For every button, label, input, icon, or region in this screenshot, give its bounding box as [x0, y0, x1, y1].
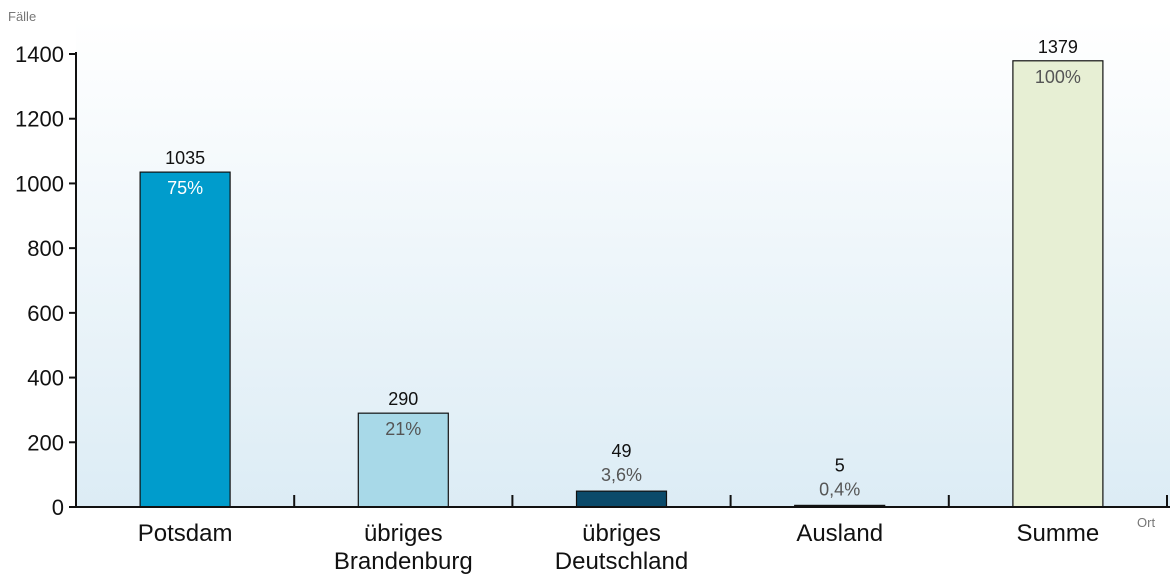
x-category-label: Brandenburg — [334, 548, 473, 574]
bar-value-label: 1035 — [165, 148, 205, 168]
x-category-label: Ausland — [796, 520, 883, 547]
y-tick-label: 800 — [27, 236, 64, 261]
bar-value-label: 290 — [388, 389, 418, 409]
bar — [575, 490, 668, 508]
y-tick-label: 1000 — [15, 171, 64, 196]
y-tick-label: 600 — [27, 301, 64, 326]
bar-percent-label: 21% — [385, 419, 421, 439]
x-category-label: Potsdam — [138, 520, 233, 547]
y-tick-label: 0 — [52, 495, 64, 520]
x-category-label: übriges — [582, 520, 661, 547]
bar — [1012, 60, 1104, 508]
bar-value-label: 5 — [835, 455, 845, 475]
bar — [139, 171, 231, 508]
y-axis: 0 200 400 600 800 1000 1200 1400 — [15, 42, 77, 520]
bar-value-label: 49 — [611, 441, 631, 461]
bars — [139, 60, 1104, 508]
x-axis-title: Ort — [1137, 515, 1155, 530]
bar-value-label: 1379 — [1038, 37, 1078, 57]
y-tick-label: 200 — [27, 430, 64, 455]
bar-labels: 1035 75% 290 21% 49 3,6% 5 0,4% 1379 100% — [165, 37, 1081, 500]
bar-percent-label: 3,6% — [601, 465, 642, 485]
y-tick-label: 400 — [27, 366, 64, 391]
bar-percent-label: 0,4% — [819, 479, 860, 499]
bar-percent-label: 75% — [167, 178, 203, 198]
bar-percent-label: 100% — [1035, 67, 1081, 87]
y-axis-title: Fälle — [8, 9, 36, 24]
y-tick-label: 1400 — [15, 42, 64, 67]
x-axis: Potsdam übrigesBrandenburgübrigesDeutschl… — [76, 495, 1170, 574]
y-tick-label: 1200 — [15, 107, 64, 132]
x-category-label: übriges — [364, 520, 443, 547]
plot-background — [76, 20, 1170, 508]
x-category-label: Deutschland — [555, 548, 688, 574]
x-category-label: Summe — [1017, 520, 1100, 547]
